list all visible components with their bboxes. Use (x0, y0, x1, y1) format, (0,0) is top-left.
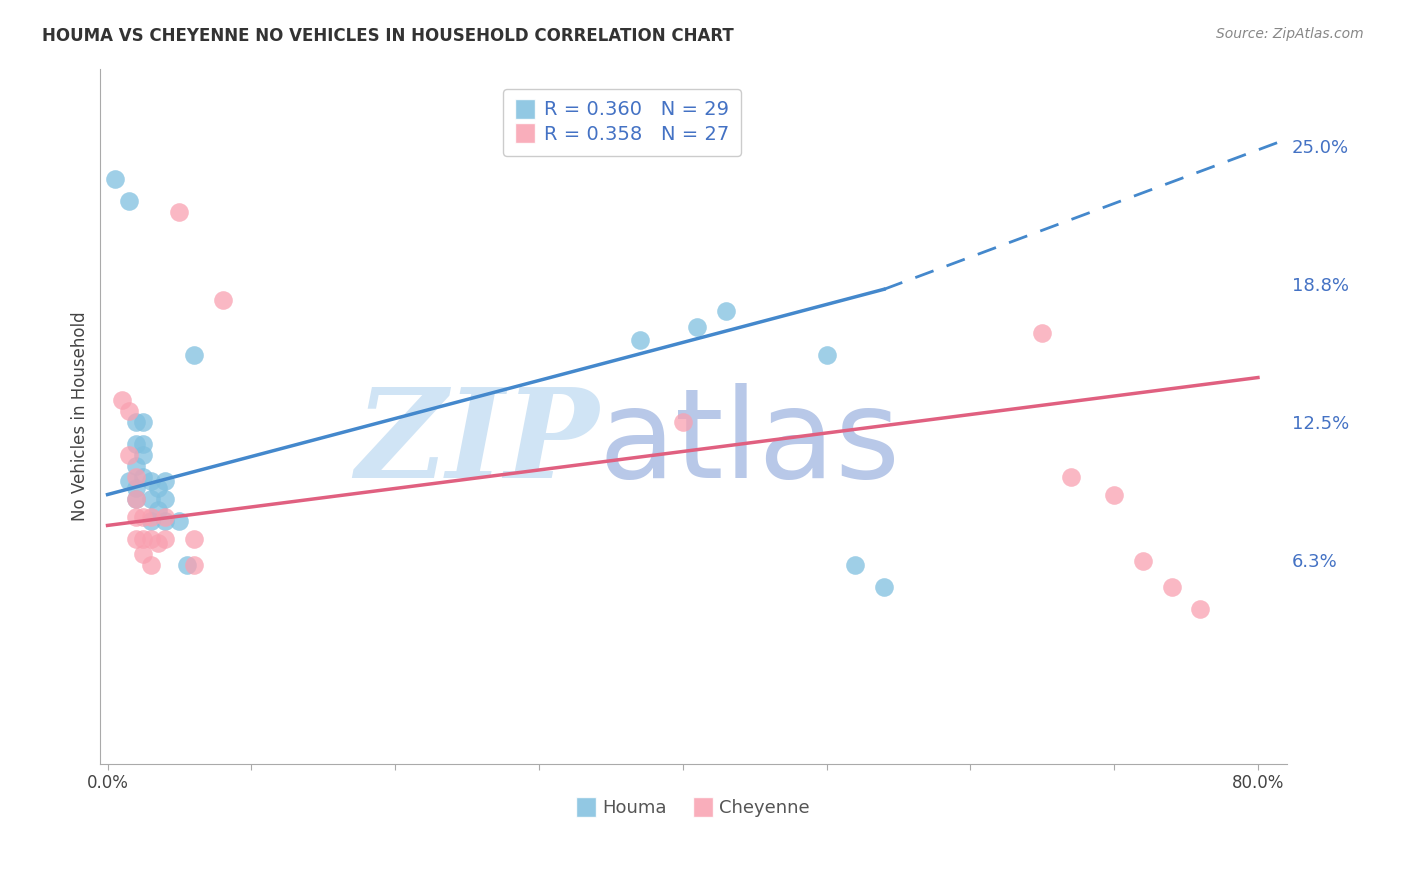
Point (1102, 487, 1125, 501)
Point (132, 532, 155, 546)
Point (873, 580, 896, 594)
Point (132, 547, 155, 561)
Point (132, 470, 155, 484)
Point (139, 514, 162, 528)
Point (118, 448, 141, 462)
Point (132, 509, 155, 524)
Point (146, 503, 169, 517)
Y-axis label: No Vehicles in Household: No Vehicles in Household (72, 311, 89, 521)
Point (118, 403, 141, 417)
Text: Source: ZipAtlas.com: Source: ZipAtlas.com (1216, 27, 1364, 41)
Point (125, 458, 148, 473)
Point (153, 475, 176, 489)
Point (146, 481, 169, 495)
Point (153, 509, 176, 524)
Point (125, 491, 148, 506)
Point (139, 558, 162, 573)
Point (686, 319, 709, 334)
Point (714, 304, 737, 318)
Point (104, 172, 127, 186)
Point (1189, 602, 1212, 616)
Point (176, 558, 198, 573)
Point (1031, 326, 1053, 341)
Point (125, 436, 148, 450)
Point (183, 349, 205, 363)
Point (139, 532, 162, 546)
Point (628, 333, 651, 347)
Point (153, 514, 176, 528)
Point (183, 558, 205, 573)
Point (125, 415, 148, 429)
Point (153, 491, 176, 506)
Point (125, 470, 148, 484)
Text: atlas: atlas (599, 384, 901, 505)
Point (132, 436, 155, 450)
Legend: Houma, Cheyenne: Houma, Cheyenne (569, 792, 817, 824)
Point (125, 491, 148, 506)
Point (132, 415, 155, 429)
Point (118, 475, 141, 489)
Text: HOUMA VS CHEYENNE NO VEHICLES IN HOUSEHOLD CORRELATION CHART: HOUMA VS CHEYENNE NO VEHICLES IN HOUSEHO… (42, 27, 734, 45)
Point (844, 558, 866, 573)
Text: ZIP: ZIP (354, 384, 599, 505)
Point (672, 415, 695, 429)
Point (1160, 580, 1182, 594)
Point (146, 536, 169, 550)
Point (139, 491, 162, 506)
Point (153, 532, 176, 546)
Point (125, 481, 148, 495)
Point (183, 532, 205, 546)
Point (139, 475, 162, 489)
Point (169, 514, 191, 528)
Point (1060, 470, 1083, 484)
Point (118, 194, 141, 208)
Point (125, 532, 148, 546)
Point (132, 448, 155, 462)
Point (211, 293, 233, 308)
Point (125, 509, 148, 524)
Point (1132, 554, 1154, 568)
Point (169, 205, 191, 219)
Point (111, 392, 134, 407)
Point (139, 509, 162, 524)
Point (815, 349, 838, 363)
